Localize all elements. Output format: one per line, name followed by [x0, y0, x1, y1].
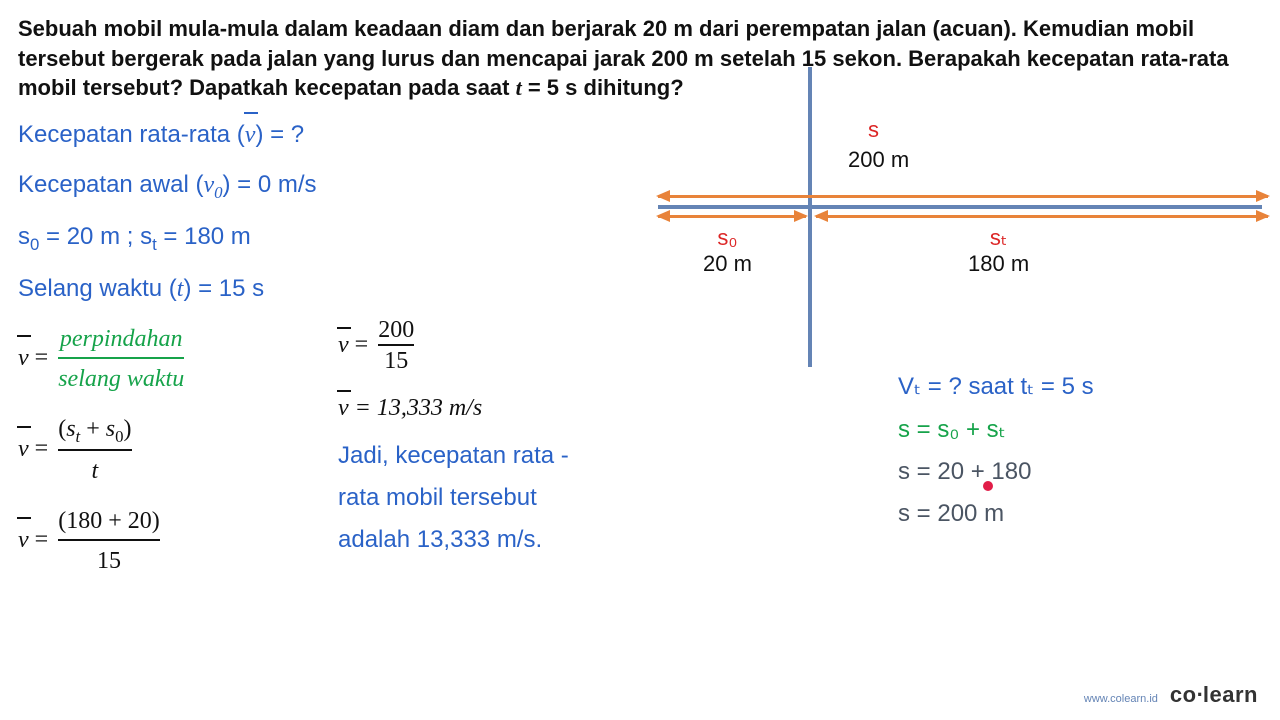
val: = 13,333 m/s	[349, 395, 483, 421]
brand-logo: co·learn	[1170, 682, 1258, 708]
val: ) = 15 s	[183, 275, 264, 302]
red-dot-marker	[983, 481, 993, 491]
given-column: Kecepatan rata-rata (v) = ? Kecepatan aw…	[18, 117, 318, 593]
s-line: s0 = 20 m ; st = 180 m	[18, 219, 318, 257]
right-calculation: Vₜ = ? saat tₜ = 5 s s = s₀ + sₜ s = 20 …	[898, 372, 1094, 542]
vertical-road	[808, 67, 812, 367]
den: 15	[58, 539, 160, 579]
label: Selang waktu (	[18, 275, 177, 302]
diagram-column: s 200 m s₀ 20 m sₜ 180 m Vₜ = ? saat tₜ …	[658, 117, 1262, 593]
label: Kecepatan rata-rata (	[18, 121, 245, 148]
num: (180 + 20)	[58, 503, 160, 539]
s-label: s	[868, 117, 879, 143]
val: 20 m	[703, 251, 752, 276]
horizontal-road	[658, 205, 1262, 209]
brand-post: learn	[1203, 682, 1258, 707]
stv: = 180 m	[163, 223, 250, 250]
crossroad-diagram: s 200 m s₀ 20 m sₜ 180 m	[658, 117, 1262, 397]
brand-pre: co	[1170, 682, 1197, 707]
arrow-total	[658, 195, 1268, 198]
vbar: v	[18, 522, 29, 558]
fraction: 200 15	[378, 317, 414, 375]
formula-4: v = 200 15	[338, 317, 638, 375]
conclusion-3: adalah 13,333 m/s.	[338, 526, 638, 554]
val: 180 m	[968, 251, 1029, 276]
conclusion-1: Jadi, kecepatan rata -	[338, 442, 638, 470]
s-equation: s = s₀ + sₜ	[898, 415, 1094, 444]
fraction: perpindahan selang waktu	[58, 321, 184, 397]
question-text: Sebuah mobil mula-mula dalam keadaan dia…	[18, 14, 1262, 103]
s-result: s = 200 m	[898, 500, 1094, 528]
num: 200	[378, 317, 414, 344]
fraction: (180 + 20) 15	[58, 503, 160, 579]
v0-line: Kecepatan awal (v0) = 0 m/s	[18, 167, 318, 205]
arrow-st	[816, 215, 1268, 218]
vbar: v	[338, 395, 349, 422]
vbar: v	[18, 340, 29, 376]
vt-question: Vₜ = ? saat tₜ = 5 s	[898, 372, 1094, 401]
den: selang waktu	[58, 357, 184, 397]
vbar: v	[338, 332, 349, 359]
arrow-s0	[658, 215, 806, 218]
avg-velocity-line: Kecepatan rata-rata (v) = ?	[18, 117, 318, 153]
t-line: Selang waktu (t) = 15 s	[18, 271, 318, 307]
formula-1: v = perpindahan selang waktu	[18, 321, 318, 397]
footer-url: www.colearn.id	[1084, 693, 1158, 705]
s0v: = 20 m ;	[46, 223, 140, 250]
lbl: sₜ	[990, 225, 1008, 250]
st-label: sₜ 180 m	[968, 225, 1029, 277]
vbar: v	[18, 431, 29, 467]
lbl: s₀	[717, 225, 737, 250]
st: st	[140, 223, 163, 250]
s0-label: s₀ 20 m	[703, 225, 752, 277]
content-area: Kecepatan rata-rata (v) = ? Kecepatan aw…	[18, 117, 1262, 593]
result-line: v = 13,333 m/s	[338, 395, 638, 422]
v-bar: v	[245, 117, 256, 153]
calc-column: v = 200 15 v = 13,333 m/s Jadi, kecepata…	[338, 117, 638, 593]
s-numbers: s = 20 + 180	[898, 458, 1094, 486]
q: Sebuah mobil mula-mula dalam keadaan dia…	[18, 16, 1229, 100]
v0: v0	[203, 172, 222, 198]
footer: www.colearn.id co·learn	[1084, 682, 1258, 708]
fraction: (st + s0) t	[58, 411, 131, 489]
val: ) = 0 m/s	[223, 171, 317, 198]
formula-3: v = (180 + 20) 15	[18, 503, 318, 579]
den: 15	[378, 344, 414, 375]
s0: s0	[18, 223, 46, 250]
num: perpindahan	[60, 321, 183, 357]
num: (st + s0)	[58, 411, 131, 449]
val: ) = ?	[255, 121, 304, 148]
den: t	[58, 449, 131, 489]
s-value: 200 m	[848, 147, 909, 173]
formula-2: v = (st + s0) t	[18, 411, 318, 489]
conclusion-2: rata mobil tersebut	[338, 484, 638, 512]
label: Kecepatan awal (	[18, 171, 203, 198]
